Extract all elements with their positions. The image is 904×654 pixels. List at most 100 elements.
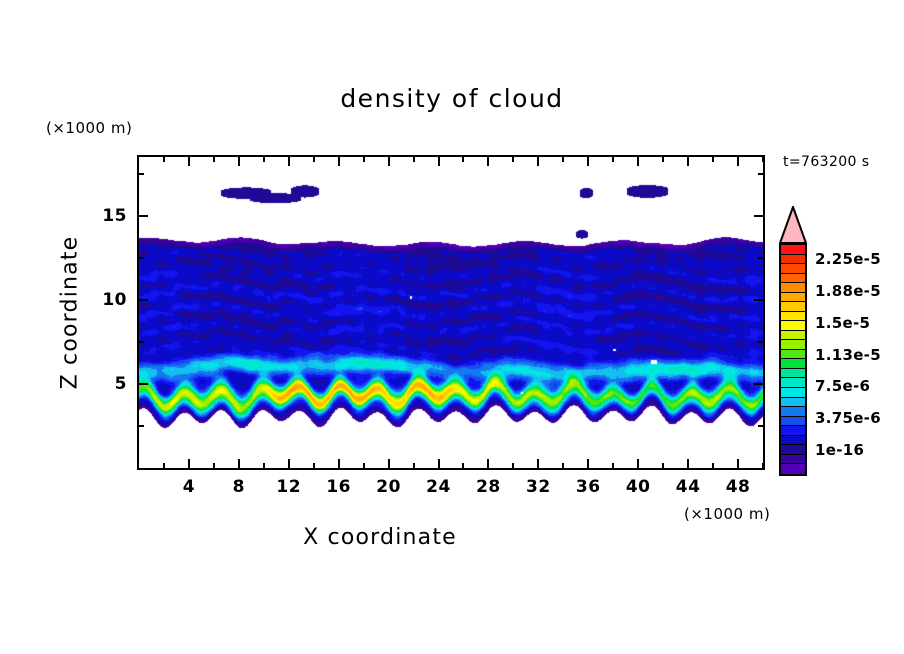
y-tick-minor-right: [758, 424, 763, 427]
colorbar-segment: [781, 387, 805, 398]
colorbar-segment: [781, 340, 805, 350]
y-axis-unit-label: (×1000 m): [46, 119, 133, 137]
page-title: density of cloud: [340, 84, 564, 113]
x-tick-major: [337, 459, 340, 468]
colorbar-extend-arrow-icon: [779, 206, 807, 244]
x-tick-minor-top: [762, 157, 763, 162]
colorbar-segment: [781, 454, 805, 465]
colorbar-segment: [781, 464, 805, 474]
y-tick-major-right: [754, 298, 763, 301]
x-tick-major-top: [687, 157, 690, 166]
colorbar-segment: [781, 254, 805, 265]
y-tick-label: 15: [102, 205, 127, 226]
colorbar-label: 2.25e-5: [815, 250, 881, 269]
x-tick-label: 24: [426, 477, 451, 497]
x-tick-label: 16: [326, 477, 351, 497]
colorbar-scale: [779, 243, 807, 476]
x-tick-major: [487, 459, 490, 468]
colorbar-segment: [781, 435, 805, 446]
y-tick-minor-right: [758, 172, 763, 175]
x-tick-major-top: [587, 157, 590, 166]
x-tick-minor: [212, 463, 215, 468]
x-tick-major: [387, 459, 390, 468]
colorbar-segment: [781, 321, 805, 331]
x-tick-label: 20: [376, 477, 401, 497]
x-tick-label: 32: [526, 477, 551, 497]
x-tick-minor-top: [562, 157, 565, 162]
x-tick-minor-top: [262, 157, 265, 162]
y-tick-major-right: [754, 382, 763, 385]
colorbar-segment: [781, 330, 805, 341]
y-tick-major-right: [754, 214, 763, 217]
x-tick-minor-top: [512, 157, 515, 162]
y-tick-minor-right: [758, 340, 763, 343]
x-tick-label: 44: [675, 477, 701, 497]
y-tick-major: [139, 214, 148, 217]
x-tick-minor-top: [212, 157, 215, 162]
y-tick-minor: [139, 424, 144, 427]
plot-area: [137, 155, 765, 470]
x-tick-minor-top: [362, 157, 365, 162]
y-tick-major: [139, 382, 148, 385]
cloud-density-field: [139, 157, 763, 468]
x-tick-major: [687, 459, 690, 468]
y-tick-minor: [139, 340, 144, 343]
x-tick-minor: [712, 463, 715, 468]
x-tick-minor: [412, 463, 415, 468]
x-tick-minor: [512, 463, 515, 468]
colorbar-segment: [781, 264, 805, 274]
x-tick-label: 4: [182, 477, 196, 497]
x-tick-major-top: [737, 157, 740, 166]
x-tick-minor: [662, 463, 665, 468]
x-tick-major-top: [637, 157, 640, 166]
x-tick-major-top: [387, 157, 390, 166]
x-tick-label: 40: [625, 477, 651, 497]
x-tick-minor: [362, 463, 365, 468]
colorbar-segment: [781, 368, 805, 379]
y-tick-label: 10: [102, 289, 127, 310]
x-tick-label: 28: [476, 477, 501, 497]
colorbar-label: 1e-16: [815, 440, 865, 459]
y-tick-label: 5: [114, 373, 127, 394]
x-tick-minor-top: [462, 157, 465, 162]
x-tick-minor: [312, 463, 315, 468]
x-tick-minor-top: [312, 157, 315, 162]
x-tick-minor: [562, 463, 565, 468]
colorbar-label: 1.13e-5: [815, 345, 881, 364]
y-tick-minor: [139, 172, 144, 175]
colorbar-segment: [781, 407, 805, 417]
x-tick-major: [437, 459, 440, 468]
x-tick-label: 8: [232, 477, 245, 497]
colorbar-label: 3.75e-6: [815, 409, 881, 428]
colorbar-segment: [781, 349, 805, 360]
colorbar-label: 7.5e-6: [815, 377, 871, 396]
y-axis-title: Z coordinate: [57, 235, 83, 390]
x-tick-major-top: [537, 157, 540, 166]
x-tick-major-top: [237, 157, 240, 166]
colorbar-segment: [781, 445, 805, 455]
colorbar-segment: [781, 283, 805, 293]
y-tick-minor-right: [758, 256, 763, 259]
x-tick-minor: [612, 463, 615, 468]
colorbar-segment: [781, 416, 805, 427]
colorbar-segment: [781, 245, 805, 255]
colorbar-label: 1.88e-5: [815, 282, 881, 301]
colorbar-segment: [781, 292, 805, 303]
x-tick-major: [537, 459, 540, 468]
x-tick-minor-top: [412, 157, 415, 162]
x-tick-major: [637, 459, 640, 468]
x-axis-unit-label: (×1000 m): [684, 505, 771, 523]
x-tick-label: 12: [276, 477, 302, 497]
timestamp-label: t=763200 s: [783, 154, 870, 170]
x-tick-major-top: [187, 157, 190, 166]
x-tick-minor: [762, 463, 763, 468]
x-tick-label: 36: [575, 477, 601, 497]
x-tick-major: [187, 459, 190, 468]
x-tick-major: [237, 459, 240, 468]
x-tick-minor: [262, 463, 265, 468]
x-tick-major-top: [287, 157, 290, 166]
x-tick-minor-top: [662, 157, 665, 162]
y-tick-minor: [139, 256, 144, 259]
colorbar-segment: [781, 378, 805, 388]
